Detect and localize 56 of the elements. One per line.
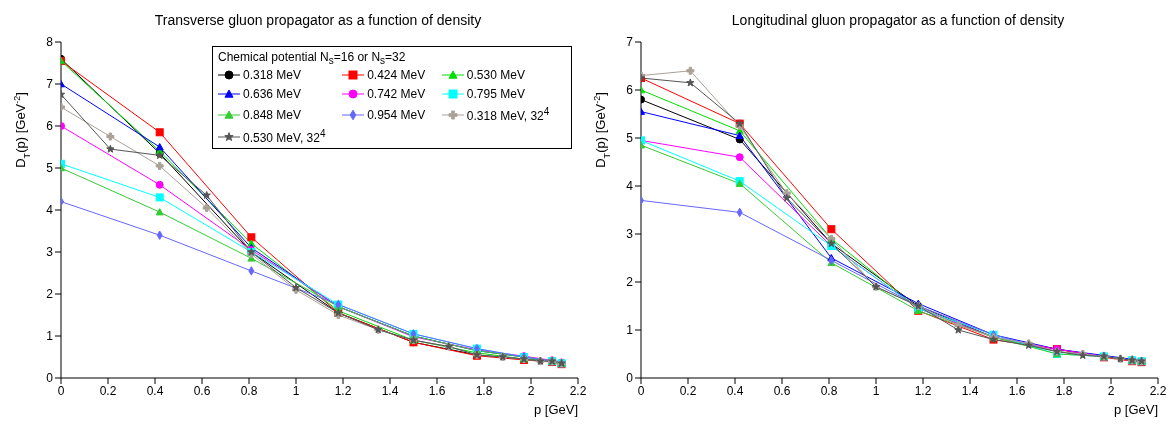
y-tick-label: 1 [46, 329, 54, 344]
legend-title: Chemical potential N$_{s}$=16 or N$_{s}$=32 [218, 50, 407, 67]
y-tick-label: 4 [626, 179, 634, 194]
y-tick-label: 4 [46, 203, 54, 218]
x-tick-label: 1.2 [914, 383, 932, 398]
y-tick-label: 3 [626, 227, 634, 242]
y-tick-label: 7 [626, 35, 634, 50]
chart-title: Transverse gluon propagator as a function of density [153, 11, 483, 30]
legend-label: 0.795 MeV [466, 87, 525, 102]
x-tick-label: 1 [872, 383, 880, 398]
x-tick-label: 1.4 [961, 383, 979, 398]
legend-label: 0.318 MeV [243, 68, 302, 83]
x-tick-label: 1.6 [1008, 383, 1026, 398]
y-tick-label: 0 [46, 371, 54, 386]
x-tick-label: 0.2 [99, 383, 117, 398]
x-tick-label: 1.2 [334, 383, 352, 398]
y-tick-label: 5 [46, 161, 54, 176]
x-tick-label: 1.6 [428, 383, 446, 398]
legend-label: 0.848 MeV [243, 107, 302, 122]
x-tick-label: 0.6 [773, 383, 791, 398]
y-tick-label: 6 [626, 83, 634, 98]
x-tick-label: 2 [527, 383, 535, 398]
x-tick-label: 2.2 [569, 383, 587, 398]
x-tick-label: 0.2 [679, 383, 697, 398]
x-tick-label: 1.4 [381, 383, 399, 398]
x-tick-label: 0 [637, 383, 645, 398]
x-tick-label: 0.8 [240, 383, 258, 398]
y-tick-label: 1 [626, 323, 634, 338]
x-tick-label: 0.4 [146, 383, 164, 398]
x-tick-label: 1 [292, 383, 300, 398]
legend-label: 0.954 MeV [367, 107, 426, 122]
y-tick-label: 8 [46, 35, 54, 50]
y-tick-label: 6 [46, 119, 54, 134]
x-tick-label: 2.2 [1149, 383, 1167, 398]
y-tick-label: 2 [46, 287, 54, 302]
y-tick-label: 2 [626, 275, 634, 290]
x-tick-label: 0 [57, 383, 65, 398]
x-tick-label: 1.8 [1055, 383, 1073, 398]
legend-label: 0.742 MeV [367, 87, 426, 102]
x-tick-label: 0.4 [726, 383, 744, 398]
y-tick-label: 5 [626, 131, 634, 146]
y-tick-label: 3 [46, 245, 54, 260]
x-axis-title: p [GeV] [1113, 402, 1158, 417]
x-tick-label: 0.6 [193, 383, 211, 398]
legend-label: 0.318 MeV, 32$^{4}$ [466, 106, 550, 124]
x-tick-label: 2 [1107, 383, 1115, 398]
y-tick-label: 0 [626, 371, 634, 386]
legend-label: 0.530 MeV, 32$^{4}$ [243, 128, 326, 146]
x-tick-label: 0.8 [820, 383, 838, 398]
y-tick-label: 7 [46, 77, 54, 92]
legend-label: 0.530 MeV [466, 68, 525, 83]
legend-label: 0.636 MeV [243, 87, 302, 102]
chart-title: Longitudinal gluon propagator as a function of density [730, 11, 1066, 30]
legend-label: 0.424 MeV [367, 68, 426, 83]
x-tick-label: 1.8 [475, 383, 493, 398]
x-axis-title: p [GeV] [533, 402, 578, 417]
